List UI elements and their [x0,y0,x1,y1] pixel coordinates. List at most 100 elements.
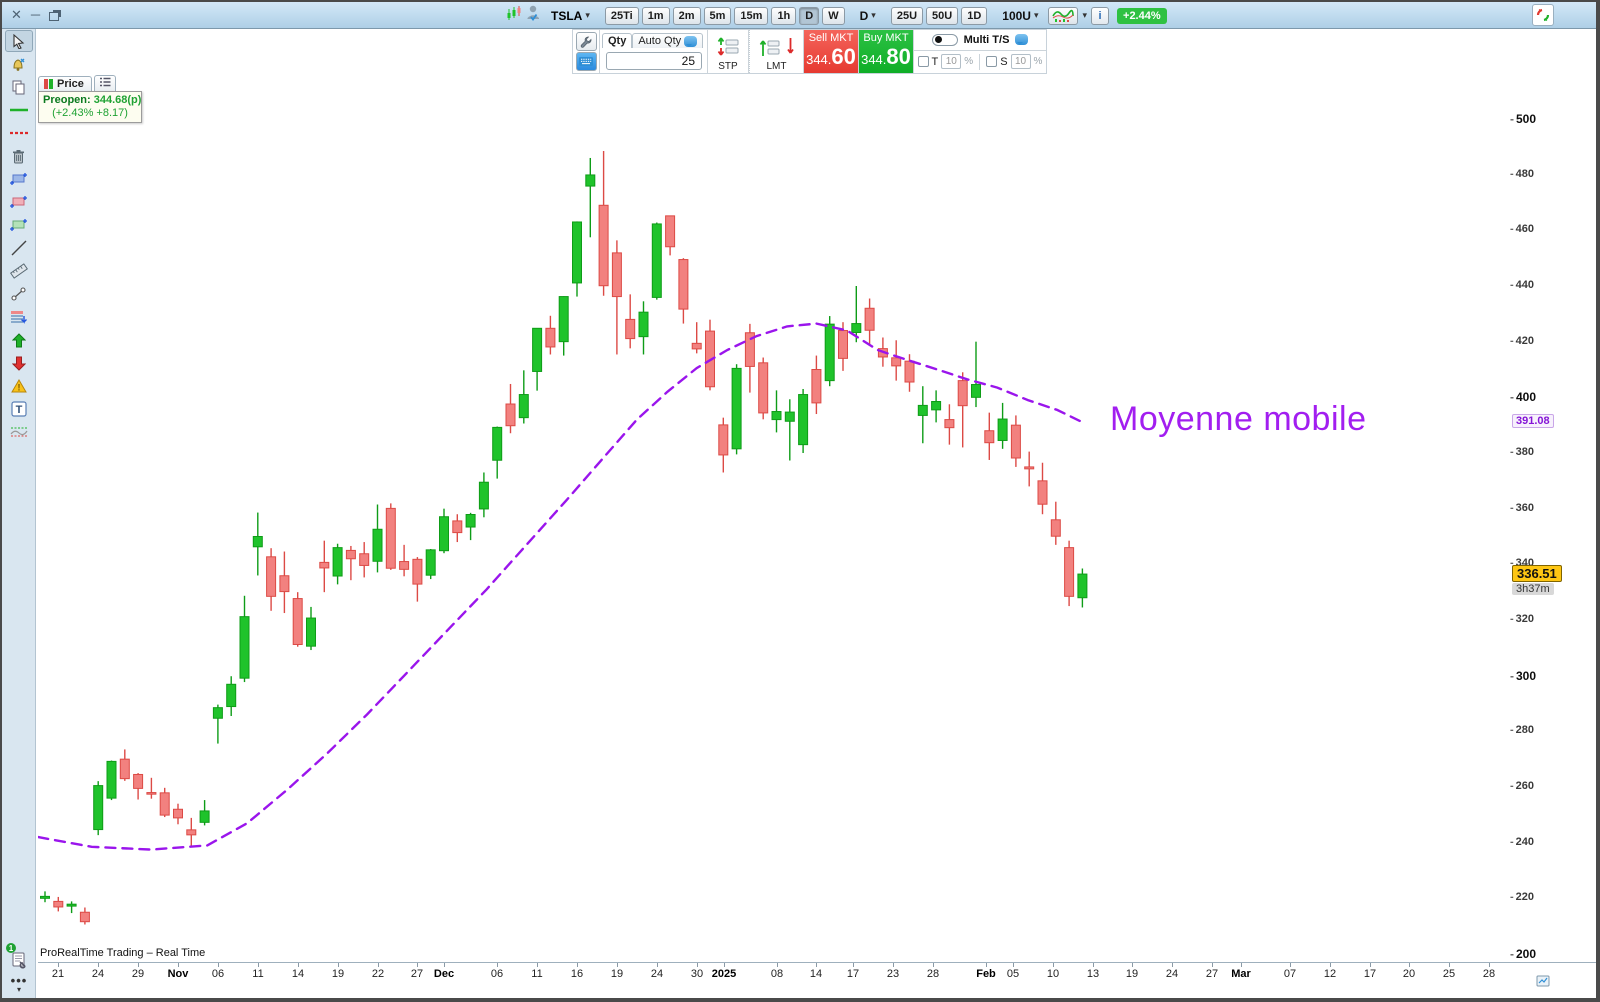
candlestick-icon [44,79,53,89]
timeframe-button-1m[interactable]: 1m [641,6,670,25]
info-button[interactable]: i [1091,6,1110,25]
multi-ts-section: Multi T/S T % S % [914,30,1046,73]
unit-button-1D[interactable]: 1D [961,6,988,25]
unit-button-50U[interactable]: 50U [926,6,959,25]
qty-tab[interactable]: Qty [602,33,633,48]
price-tick-label: -260 [1510,779,1535,792]
time-tickmark [444,963,445,967]
candle [705,319,715,391]
text-tool[interactable]: T [5,398,33,420]
bottom-panel-icon[interactable] [1536,974,1550,992]
trendline-tool[interactable] [5,237,33,259]
unit-dropdown[interactable]: 100U ▾ [1002,9,1038,23]
red-dashed-line-tool[interactable] [5,122,33,144]
tab-price[interactable]: Price [38,76,92,91]
candle [66,901,77,914]
timeframe-button-25Ti[interactable]: 25Ti [604,6,639,25]
auto-qty-tab[interactable]: Auto Qty [632,33,704,48]
more-tools-icon[interactable]: ••• [10,973,28,988]
order-settings-button[interactable] [575,32,597,51]
trash-icon[interactable] [5,145,33,167]
pattern-chart-icon[interactable] [5,421,33,443]
connection-status-icon[interactable] [526,4,541,27]
time-tickmark [777,963,778,967]
candle [425,549,436,580]
daily-change-badge: +2.44% [1117,7,1167,24]
title-toolbar: TSLA ▾ 25Ti 1m 2m 5m 15m 1h D W D ▾ 25U 50U 1D 10… [506,4,1167,27]
svg-text:!: ! [17,383,20,393]
polyline-tool[interactable] [5,283,33,305]
time-tick-label: 30 [690,968,704,980]
timeframe-button-5m[interactable]: 5m [703,6,732,25]
sell-market-button[interactable]: Sell MKT 344.60 [804,30,859,73]
blue-zone-tool[interactable] [5,168,33,190]
target-value-input[interactable] [941,54,962,70]
multi-ts-toggle[interactable] [931,33,958,46]
refresh-button[interactable] [1532,4,1554,26]
indicator-list-icon[interactable] [5,306,33,328]
target-checkbox[interactable] [917,56,929,68]
title-bar: ✕ ─ TSLA ▾ 25Ti 1m 2m 5m 15m 1h D W D ▾ 25U 50U 1… [2,2,1596,29]
green-zone-tool[interactable] [5,214,33,236]
stop-value-input[interactable] [1010,54,1031,70]
candle [372,504,383,573]
moving-average-line[interactable] [38,322,1084,851]
candle [997,402,1008,449]
restore-icon[interactable] [49,11,60,21]
copy-pages-icon[interactable] [5,76,33,98]
orders-log-icon[interactable]: 1 [5,943,33,972]
stop-order-section[interactable]: STP [708,30,749,73]
candle [186,817,197,846]
minimize-icon[interactable]: ─ [30,7,41,22]
keyboard-order-button[interactable] [575,52,597,71]
chart-background[interactable] [38,30,1510,962]
chart-style-chevron-icon[interactable]: ▾ [1082,10,1088,20]
ruler-tool[interactable] [5,260,33,282]
indicator-list-tab[interactable] [93,75,116,91]
time-tick-label: 25 [1442,968,1456,980]
candle [1064,540,1075,607]
timeframe-button-15m[interactable]: 15m [734,6,769,25]
quotes-icon[interactable] [506,5,522,26]
time-tick-label: Feb [976,968,996,980]
timeframe-button-W[interactable]: W [822,6,845,25]
timeframe-button-D[interactable]: D [799,6,820,25]
timeframe-button-2m[interactable]: 2m [672,6,701,25]
close-icon[interactable]: ✕ [11,7,22,22]
period-dropdown[interactable]: D ▾ [860,9,876,23]
time-tick-label: Mar [1231,968,1251,980]
warning-icon[interactable]: ! [5,375,33,397]
alert-bell-icon[interactable] [5,53,33,75]
more-tools-caret-icon[interactable]: ▾ [16,985,21,994]
stop-checkbox[interactable] [986,56,998,68]
unit-button-25U[interactable]: 25U [890,6,924,25]
symbol-selector[interactable]: TSLA ▾ [551,9,590,23]
qty-input[interactable] [606,52,702,70]
candle [439,508,449,554]
sell-arrow-icon[interactable] [5,352,33,374]
candle [385,503,396,570]
time-tick-label: 27 [1205,968,1219,980]
moving-average-annotation[interactable]: Moyenne mobile [1110,400,1367,438]
time-axis[interactable]: 21 24 29 Nov 06 11 14 19 22 27 Dec 06 11 16 19 24 30 2025… [38,962,1596,997]
candle [811,355,822,415]
chart-style-button[interactable] [1048,6,1079,25]
price-axis[interactable]: -500-480-460-440-420-400-380-360-340-320… [1510,30,1596,962]
buy-market-button[interactable]: Buy MKT 344.80 [859,30,914,73]
time-tick-label: 17 [1363,968,1377,980]
time-tick-label: 14 [291,968,305,980]
time-tickmark [933,963,934,967]
candlestick-chart[interactable] [38,30,1510,962]
candle [718,417,729,473]
buy-arrow-icon[interactable] [5,329,33,351]
red-zone-tool[interactable] [5,191,33,213]
timeframe-button-1h[interactable]: 1h [771,6,797,25]
candle [492,426,503,479]
candle [917,386,928,444]
chevron-down-icon: ▾ [1033,10,1039,20]
time-tickmark [98,963,99,967]
period-dropdown-label: D [859,8,869,23]
pointer-tool[interactable] [4,30,33,52]
green-line-tool[interactable] [5,99,33,121]
limit-order-section[interactable]: LMT [749,30,804,73]
